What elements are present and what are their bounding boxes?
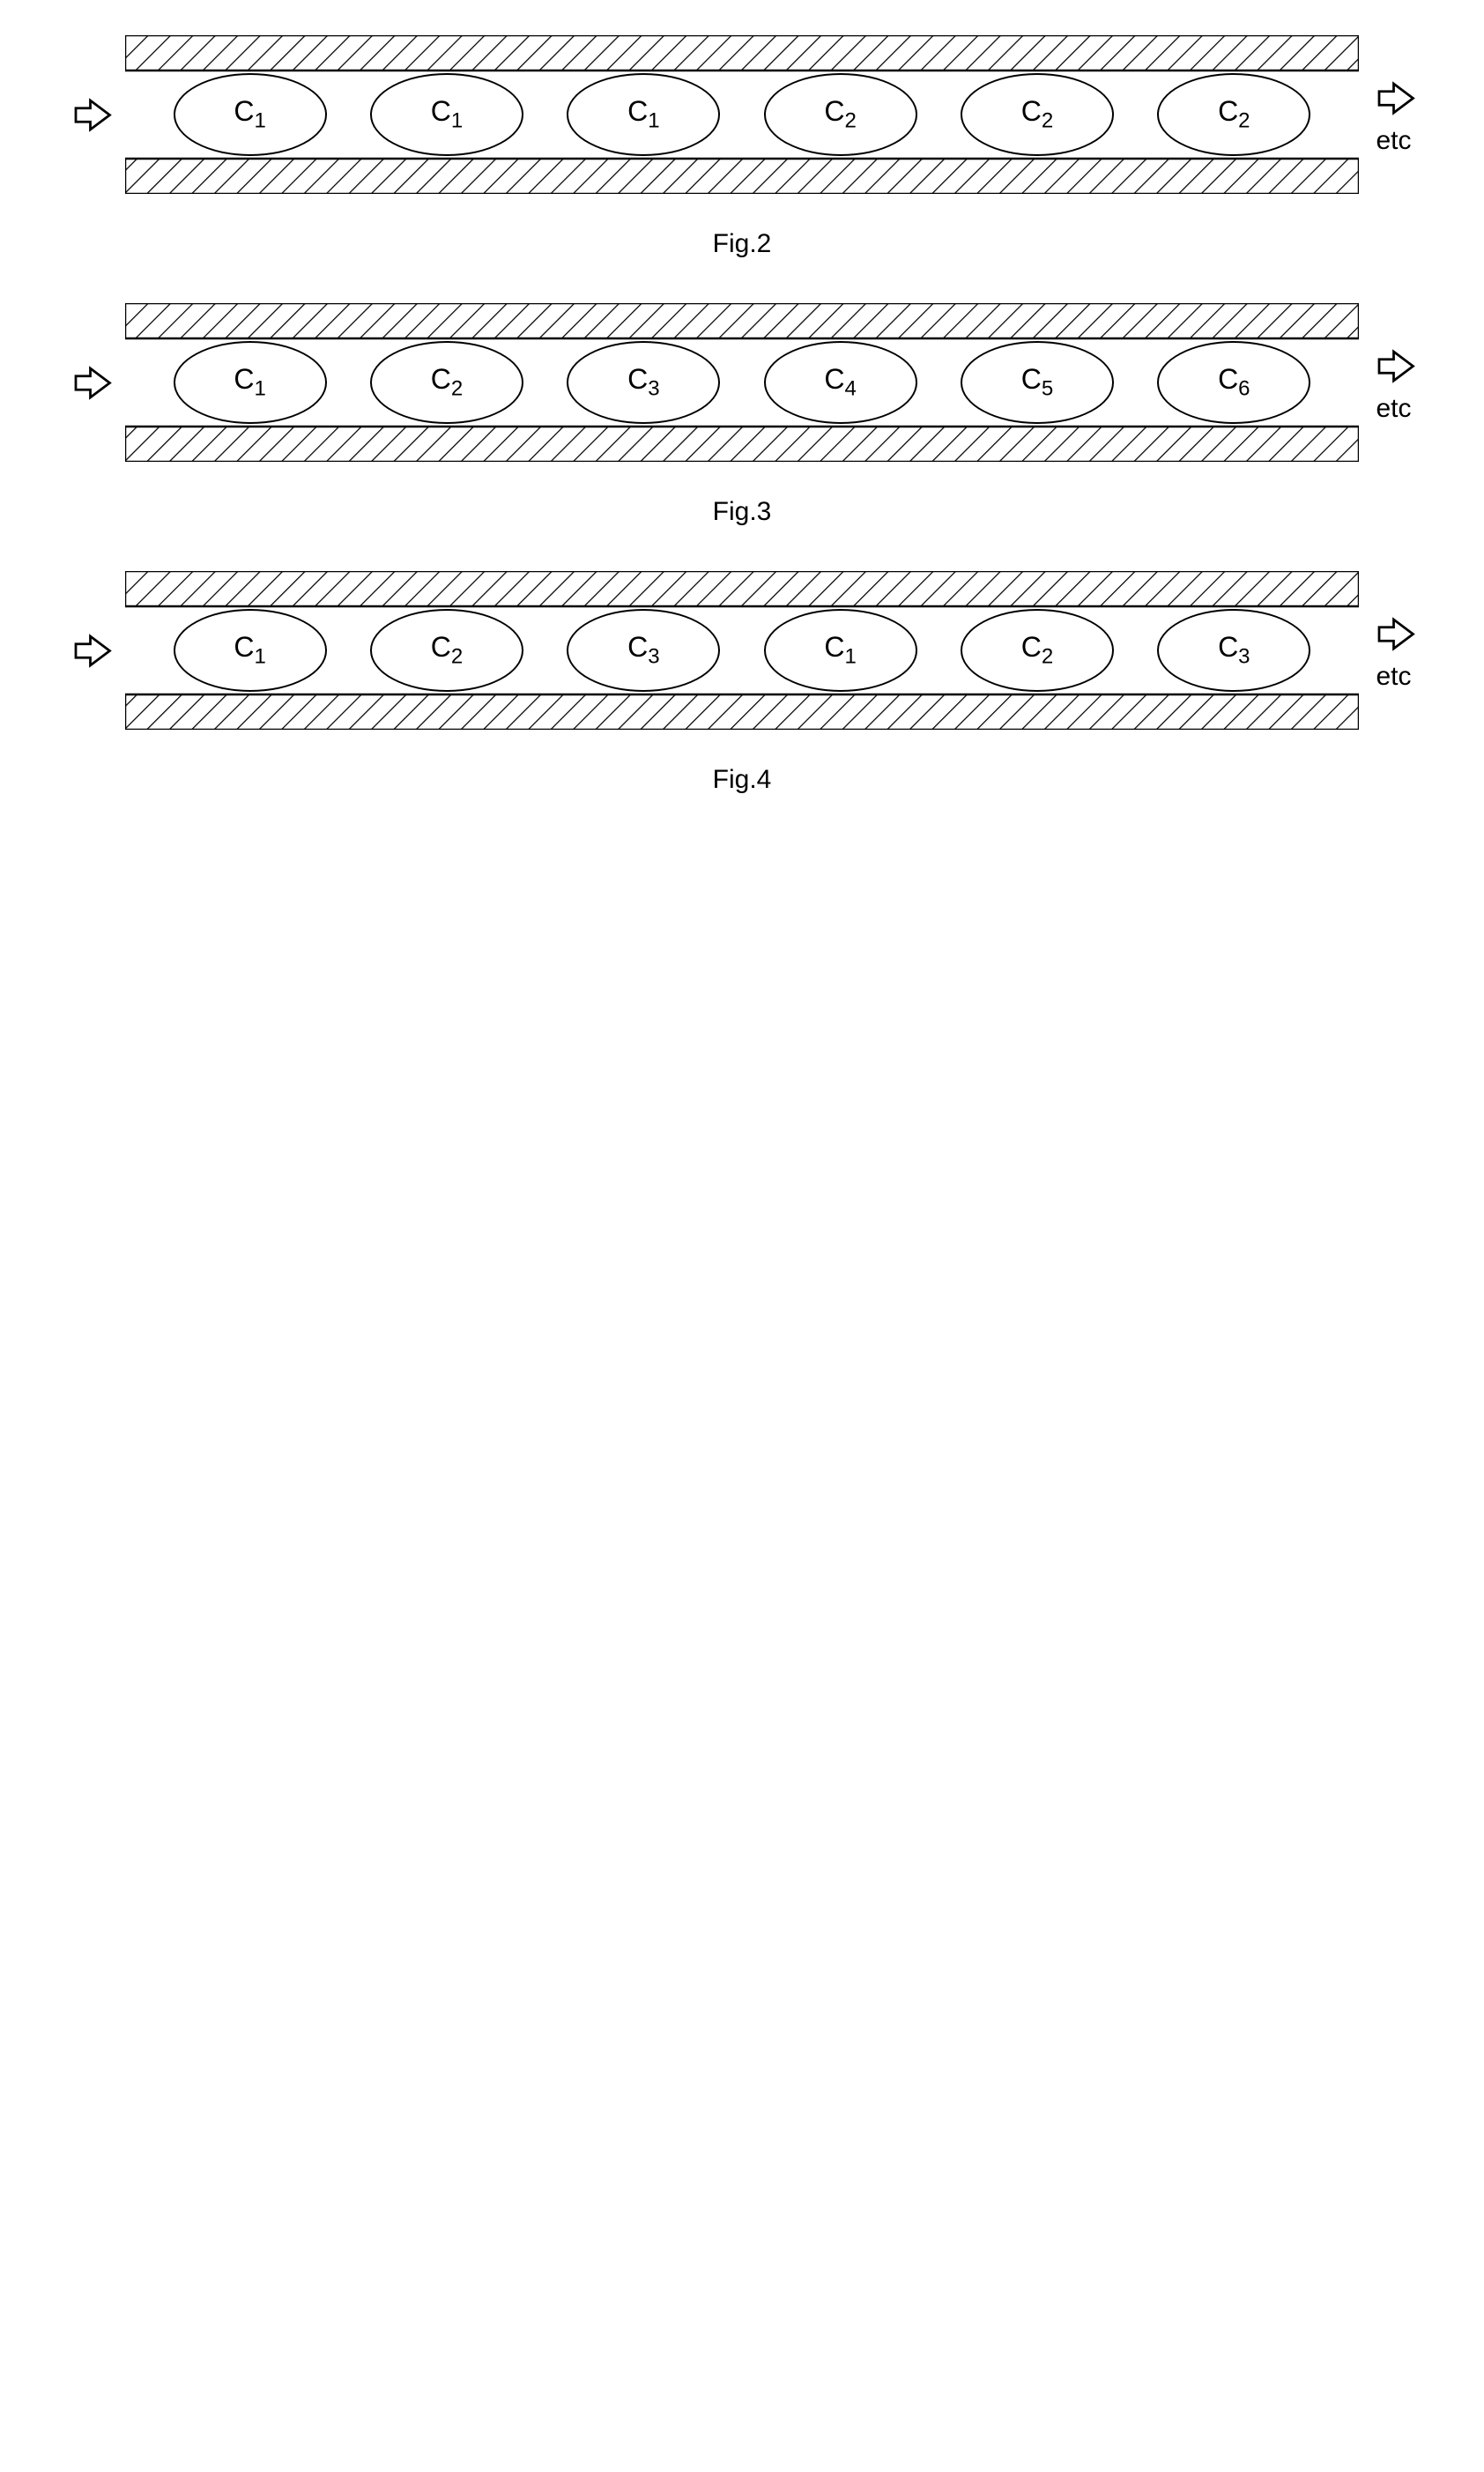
droplet: C1 [567, 73, 720, 156]
figure-caption: Fig.4 [713, 765, 772, 795]
droplet-label: C1 [234, 363, 265, 401]
droplet-label: C2 [1021, 631, 1053, 669]
arrow-icon [1369, 342, 1418, 390]
etc-label: etc [1376, 394, 1411, 424]
droplet-label: C2 [1218, 95, 1250, 133]
arrow-inlet [66, 627, 115, 675]
droplet: C1 [174, 341, 327, 424]
droplet-label: C2 [431, 363, 463, 401]
figure-caption: Fig.3 [713, 497, 772, 527]
droplet: C2 [1157, 73, 1310, 156]
droplet: C2 [764, 73, 917, 156]
droplet-container: C1 C2 C3 C1 C2 C3 [125, 571, 1359, 730]
arrow-icon [66, 627, 115, 675]
droplet-label: C3 [1218, 631, 1250, 669]
figure-row: C1 C1 C1 C2 C2 C2 etc [18, 35, 1466, 194]
droplet: C1 [370, 73, 523, 156]
arrow-inlet [66, 359, 115, 407]
arrow-icon [1369, 610, 1418, 658]
droplet-label: C2 [824, 95, 856, 133]
droplet-label: C6 [1218, 363, 1250, 401]
droplet: C2 [370, 341, 523, 424]
droplet-label: C3 [627, 631, 659, 669]
droplet-label: C1 [234, 631, 265, 669]
figure-group: C1 C1 C1 C2 C2 C2 etc Fig.2 [18, 35, 1466, 795]
droplet: C5 [961, 341, 1114, 424]
droplet-label: C2 [1021, 95, 1053, 133]
droplet: C2 [961, 609, 1114, 692]
figure-2: C1 C1 C1 C2 C2 C2 etc Fig.2 [18, 35, 1466, 259]
droplet: C3 [567, 341, 720, 424]
droplet-label: C1 [627, 95, 659, 133]
droplet: C2 [370, 609, 523, 692]
droplet: C6 [1157, 341, 1310, 424]
figure-row: C1 C2 C3 C4 C5 C6 etc [18, 303, 1466, 462]
droplet-label: C3 [627, 363, 659, 401]
droplet: C2 [961, 73, 1114, 156]
channel: C1 C1 C1 C2 C2 C2 [125, 35, 1359, 194]
arrow-outlet: etc [1369, 74, 1418, 156]
arrow-icon [66, 91, 115, 139]
etc-label: etc [1376, 662, 1411, 692]
droplet-label: C4 [824, 363, 856, 401]
figure-4: C1 C2 C3 C1 C2 C3 etc Fig.4 [18, 571, 1466, 795]
arrow-icon [66, 359, 115, 407]
droplet-label: C1 [824, 631, 856, 669]
arrow-outlet: etc [1369, 610, 1418, 692]
channel: C1 C2 C3 C4 C5 C6 [125, 303, 1359, 462]
figure-caption: Fig.2 [713, 229, 772, 259]
droplet-label: C1 [431, 95, 463, 133]
arrow-inlet [66, 91, 115, 139]
droplet-label: C1 [234, 95, 265, 133]
droplet-container: C1 C2 C3 C4 C5 C6 [125, 303, 1359, 462]
figure-3: C1 C2 C3 C4 C5 C6 etc Fig.3 [18, 303, 1466, 527]
droplet: C3 [1157, 609, 1310, 692]
droplet-container: C1 C1 C1 C2 C2 C2 [125, 35, 1359, 194]
arrow-outlet: etc [1369, 342, 1418, 424]
droplet-label: C2 [431, 631, 463, 669]
droplet: C4 [764, 341, 917, 424]
arrow-icon [1369, 74, 1418, 122]
figure-row: C1 C2 C3 C1 C2 C3 etc [18, 571, 1466, 730]
droplet: C1 [174, 73, 327, 156]
droplet: C3 [567, 609, 720, 692]
droplet: C1 [764, 609, 917, 692]
etc-label: etc [1376, 126, 1411, 156]
droplet: C1 [174, 609, 327, 692]
droplet-label: C5 [1021, 363, 1053, 401]
channel: C1 C2 C3 C1 C2 C3 [125, 571, 1359, 730]
